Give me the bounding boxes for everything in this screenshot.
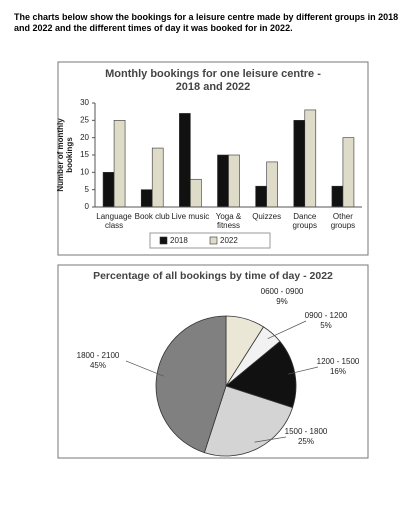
slice-value: 5% [320, 321, 332, 330]
leader-line [125, 360, 164, 377]
bar [228, 154, 240, 208]
bar [190, 178, 202, 208]
slice-category: 0900 - 1200 [305, 311, 348, 320]
leader-line [267, 320, 307, 340]
pie-chart-title: Percentage of all bookings by time of da… [93, 270, 333, 282]
legend-label: 2018 [170, 236, 188, 245]
slice-category: 1800 - 2100 [77, 351, 120, 360]
bar [266, 161, 278, 208]
y-tick-label: 20 [80, 133, 89, 142]
pie-slice [203, 385, 294, 457]
slice-value: 45% [90, 361, 106, 370]
x-tick-label-box: Language class [96, 212, 132, 230]
bar [293, 120, 306, 208]
bar-chart-title: Monthly bookings for one leisure centre … [105, 68, 321, 93]
slice-value: 9% [276, 297, 288, 306]
y-tick-label: 5 [85, 185, 90, 194]
bar [217, 154, 229, 208]
bar [179, 113, 191, 208]
leader-line [287, 366, 319, 375]
bar [151, 147, 164, 208]
y-tick-label: 15 [80, 150, 89, 159]
x-tick-label: Dance groups [292, 212, 318, 230]
legend-swatch [209, 236, 218, 245]
bar [255, 185, 267, 208]
bar-chart-frame [57, 61, 369, 256]
x-tick-label-box: Other groups [330, 212, 356, 230]
x-tick-label: Quizzes [252, 212, 282, 221]
x-tick-label: Other groups [330, 212, 356, 230]
x-tick-label-box: Live music [171, 212, 210, 221]
bar-title-box: Monthly bookings for one leisure centre … [105, 68, 321, 93]
x-tick-label-box: Dance groups [292, 212, 318, 230]
legend-swatch [159, 236, 168, 245]
y-tick-label: 0 [85, 202, 90, 211]
slice-category: 0600 - 0900 [261, 287, 304, 296]
x-tick-label: Yoga & fitness [215, 212, 242, 230]
x-tick-label: Book club [134, 212, 170, 221]
x-tick-label: Language class [96, 212, 132, 230]
legend-label: 2022 [220, 236, 238, 245]
x-tick-label-box: Quizzes [252, 212, 282, 221]
y-label-box: Number of monthly bookings [56, 118, 74, 192]
bar [331, 185, 344, 208]
x-tick-label: Live music [171, 212, 210, 221]
pie-slice [155, 315, 227, 454]
bar [342, 137, 355, 208]
slice-value: 25% [298, 437, 314, 446]
bar [140, 189, 153, 208]
y-tick-label: 25 [80, 115, 89, 124]
prompt: The charts below show the bookings for a… [14, 12, 399, 33]
leader-line [254, 436, 287, 443]
slice-category: 1500 - 1800 [285, 427, 328, 436]
bar [113, 120, 126, 208]
x-tick-label-box: Yoga & fitness [215, 212, 242, 230]
pie-title-box: Percentage of all bookings by time of da… [93, 270, 333, 282]
y-tick-label: 30 [80, 98, 89, 107]
bar [102, 172, 115, 208]
y-tick-label: 10 [80, 167, 89, 176]
slice-value: 16% [330, 367, 346, 376]
y-axis-label: Number of monthly bookings [56, 118, 74, 192]
prompt-box: The charts below show the bookings for a… [14, 12, 399, 33]
slice-category: 1200 - 1500 [317, 357, 360, 366]
bar [304, 109, 317, 208]
x-tick-label-box: Book club [134, 212, 170, 221]
